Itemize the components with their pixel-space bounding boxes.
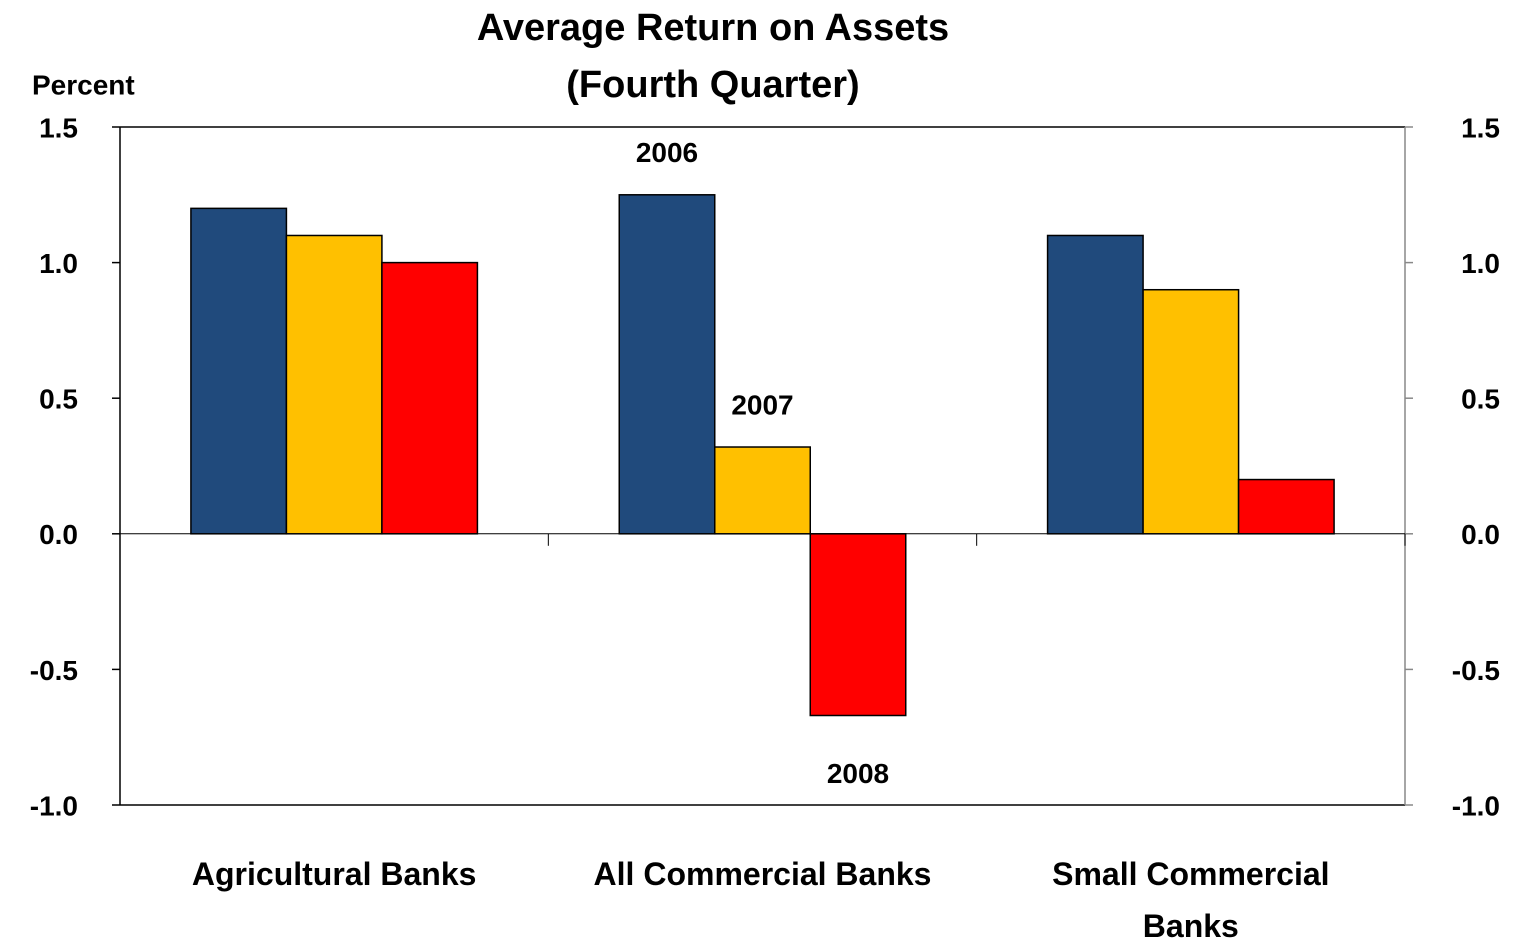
y2-tick-label: 0.5 <box>1461 384 1500 415</box>
series-label: 2008 <box>827 758 889 789</box>
bar <box>1142 288 1240 535</box>
bar <box>190 207 288 535</box>
y2-tick-label: -0.5 <box>1452 655 1500 686</box>
bar <box>714 446 811 535</box>
bar <box>381 261 479 535</box>
x-tick-label: All Commercial Banks <box>593 856 932 892</box>
x-tick-label: Small Commercial Banks <box>1052 856 1330 940</box>
bar <box>285 234 383 535</box>
y-tick-label: 1.0 <box>39 248 78 279</box>
y-tick-label: 0.0 <box>39 519 78 550</box>
y2-tick-label: -1.0 <box>1452 790 1500 821</box>
chart-title: Average Return on Assets <box>477 7 949 49</box>
y-axis-label: Percent <box>32 69 135 100</box>
y2-tick-label: 1.5 <box>1461 112 1500 143</box>
bar <box>618 194 716 535</box>
y2-tick-label: 0.0 <box>1461 519 1500 550</box>
y-tick-label: 1.5 <box>39 112 78 143</box>
x-tick-label: Agricultural Banks <box>191 856 477 892</box>
bar <box>1237 478 1335 535</box>
y-tick-label: -1.0 <box>30 790 78 821</box>
series-label: 2006 <box>636 137 698 168</box>
series-label: 2007 <box>731 389 793 420</box>
bar <box>1046 234 1144 535</box>
bar <box>809 533 907 717</box>
y-tick-label: 0.5 <box>39 384 78 415</box>
chart-subtitle: (Fourth Quarter) <box>566 64 859 106</box>
y-tick-label: -0.5 <box>30 655 78 686</box>
y2-tick-label: 1.0 <box>1461 248 1500 279</box>
